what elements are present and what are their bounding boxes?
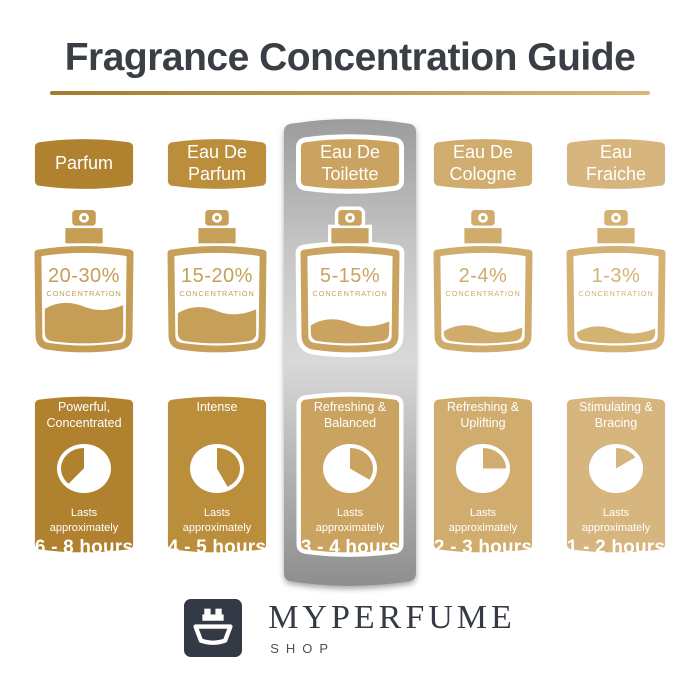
- concentration-range: 1-3%: [591, 265, 641, 287]
- concentration-range: 20-30%: [48, 265, 120, 287]
- clock-pie-icon: [57, 444, 111, 494]
- card-content: Powerful, Concentrated Lasts approximate…: [30, 390, 138, 559]
- column-title: Parfum: [54, 153, 114, 174]
- brand-text: MYPERFUME SHOP: [268, 598, 516, 656]
- concentration-range: 2-4%: [458, 265, 508, 287]
- column-header-badge: Parfum: [30, 134, 138, 194]
- concentration-text: 15-20% CONCENTRATION: [163, 265, 271, 299]
- perfume-crown-icon: [184, 599, 243, 657]
- badge-shape: [167, 139, 267, 189]
- scent-character: Stimulating & Bracing: [579, 400, 653, 431]
- spray-bottle-icon: 15-20% CONCENTRATION: [163, 209, 271, 356]
- duration-value: 1 - 2 hours: [566, 537, 666, 558]
- info-card: Intense Lasts approximately 4 - 5 hours: [163, 390, 271, 559]
- info-card: Stimulating & Bracing Lasts approximatel…: [562, 390, 670, 559]
- concentration-text: 2-4% CONCENTRATION: [429, 265, 537, 299]
- lasts-label: Lasts approximately: [49, 507, 119, 534]
- scent-character: Refreshing & Balanced: [313, 400, 387, 431]
- column-eau-de-toilette: Eau De Toilette 5-15%: [295, 134, 405, 559]
- concentration-text: 20-30% CONCENTRATION: [30, 265, 138, 299]
- lasts-label: Lasts approximately: [315, 507, 385, 534]
- scent-character: Powerful, Concentrated: [46, 400, 122, 431]
- badge-shape: [433, 139, 533, 189]
- badge-shape: [34, 139, 134, 189]
- page-title: Fragrance Concentration Guide: [64, 36, 636, 79]
- clock-pie-icon: [456, 444, 510, 494]
- column-header-badge: Eau De Parfum: [163, 134, 271, 194]
- clock-pie-icon: [323, 444, 377, 494]
- lasts-label: Lasts approximately: [182, 507, 252, 534]
- spray-bottle-graphic: [34, 209, 134, 353]
- column-eau-de-parfum: Eau De Parfum 15-20%: [163, 134, 271, 559]
- spray-bottle-graphic: [167, 209, 267, 353]
- info-card: Refreshing & Uplifting Lasts approximate…: [429, 390, 537, 559]
- spray-bottle-icon: 5-15% CONCENTRATION: [295, 206, 405, 358]
- concentration-label: CONCENTRATION: [445, 289, 521, 298]
- concentration-label: CONCENTRATION: [46, 289, 122, 298]
- column-title: Eau Fraiche: [585, 142, 647, 184]
- column-header-badge: Eau De Toilette: [296, 134, 405, 194]
- concentration-label: CONCENTRATION: [312, 289, 388, 298]
- column-title: Eau De Toilette: [319, 142, 381, 184]
- concentration-label: CONCENTRATION: [179, 289, 255, 298]
- duration-value: 3 - 4 hours: [300, 537, 400, 558]
- card-content: Stimulating & Bracing Lasts approximatel…: [562, 390, 670, 559]
- title-underline: [50, 91, 650, 95]
- concentration-text: 5-15% CONCENTRATION: [296, 265, 404, 299]
- spray-bottle-icon: 20-30% CONCENTRATION: [30, 209, 138, 356]
- scent-character: Refreshing & Uplifting: [446, 400, 520, 431]
- card-content: Refreshing & Balanced Lasts approximatel…: [296, 390, 404, 559]
- spray-bottle-graphic: [566, 209, 666, 353]
- columns-row: Parfum 20-30%: [0, 134, 700, 559]
- badge-shape: [566, 139, 666, 189]
- clock-pie-icon: [589, 444, 643, 494]
- duration-value: 4 - 5 hours: [167, 537, 267, 558]
- column-header-badge: Eau Fraiche: [562, 134, 670, 194]
- concentration-label: CONCENTRATION: [578, 289, 654, 298]
- duration-value: 6 - 8 hours: [34, 537, 134, 558]
- duration-value: 2 - 3 hours: [433, 537, 533, 558]
- brand-sub: SHOP: [270, 640, 336, 656]
- column-header-badge: Eau De Cologne: [429, 134, 537, 194]
- brand-name: MYPERFUME: [268, 598, 516, 636]
- info-card: Powerful, Concentrated Lasts approximate…: [30, 390, 138, 559]
- card-content: Intense Lasts approximately 4 - 5 hours: [163, 390, 271, 559]
- lasts-label: Lasts approximately: [448, 507, 518, 534]
- card-content: Refreshing & Uplifting Lasts approximate…: [429, 390, 537, 559]
- scent-character: Intense: [196, 400, 238, 414]
- concentration-text: 1-3% CONCENTRATION: [562, 265, 670, 299]
- spray-bottle-graphic: [295, 206, 405, 358]
- spray-bottle-icon: 1-3% CONCENTRATION: [562, 209, 670, 356]
- column-eau-de-cologne: Eau De Cologne 2-4%: [429, 134, 537, 559]
- badge-shape: [296, 134, 405, 194]
- concentration-range: 15-20%: [181, 265, 253, 287]
- column-title: Eau De Cologne: [449, 142, 517, 184]
- spray-bottle-icon: 2-4% CONCENTRATION: [429, 209, 537, 356]
- column-parfum: Parfum 20-30%: [30, 134, 138, 559]
- footer-logo: MYPERFUME SHOP: [0, 599, 700, 657]
- column-title: Eau De Parfum: [186, 142, 248, 184]
- info-card: Refreshing & Balanced Lasts approximatel…: [296, 390, 404, 559]
- spray-bottle-graphic: [433, 209, 533, 353]
- clock-pie-icon: [190, 444, 244, 494]
- column-eau-fraiche: Eau Fraiche 1-3%: [562, 134, 670, 559]
- lasts-label: Lasts approximately: [581, 507, 651, 534]
- concentration-range: 5-15%: [319, 265, 381, 287]
